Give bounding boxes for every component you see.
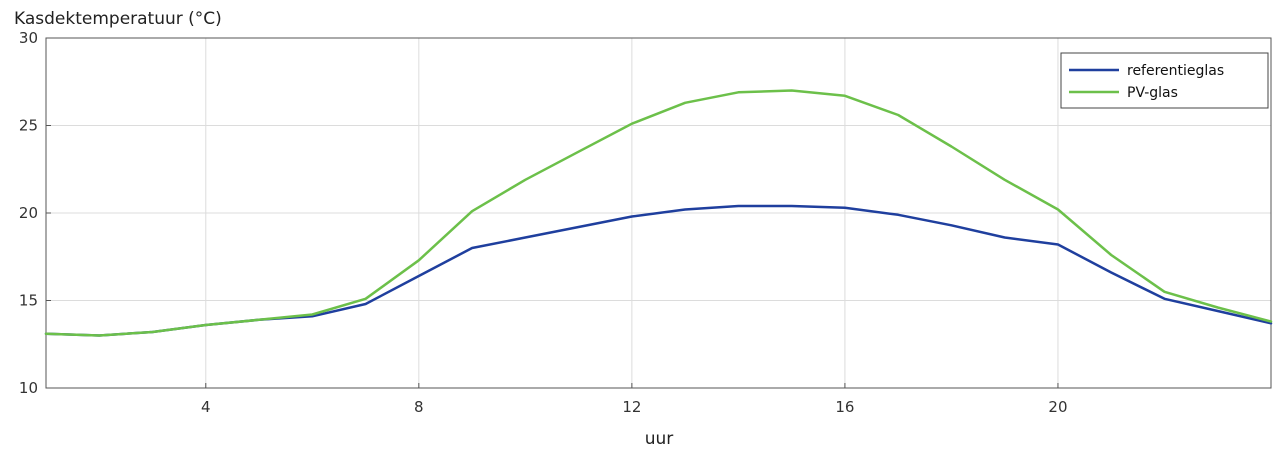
y-tick-label: 15 — [19, 292, 38, 310]
y-tick-label: 25 — [19, 117, 38, 135]
legend: referentieglas PV-glas — [1060, 52, 1269, 109]
x-tick-label: 16 — [835, 398, 854, 416]
y-tick-label: 20 — [19, 204, 38, 222]
legend-box — [1060, 52, 1269, 109]
tick-labels: 4 8 12 16 20 10 15 20 25 30 — [19, 29, 1068, 416]
y-tick-label: 10 — [19, 379, 38, 397]
axis-ticks — [46, 37, 1059, 389]
x-tick-label: 12 — [622, 398, 641, 416]
series-line-referentieglas — [44, 204, 1273, 337]
y-tick-label: 30 — [19, 29, 38, 47]
x-tick-label: 20 — [1048, 398, 1067, 416]
series-line-pv-glas — [44, 89, 1273, 337]
legend-label: referentieglas — [1127, 63, 1224, 79]
x-tick-label: 4 — [201, 398, 211, 416]
legend-label: PV-glas — [1127, 85, 1178, 101]
x-tick-label: 8 — [414, 398, 424, 416]
series-lines — [44, 89, 1273, 337]
y-axis-title: Kasdektemperatuur (°C) — [14, 9, 222, 29]
x-axis-title: uur — [645, 429, 674, 449]
